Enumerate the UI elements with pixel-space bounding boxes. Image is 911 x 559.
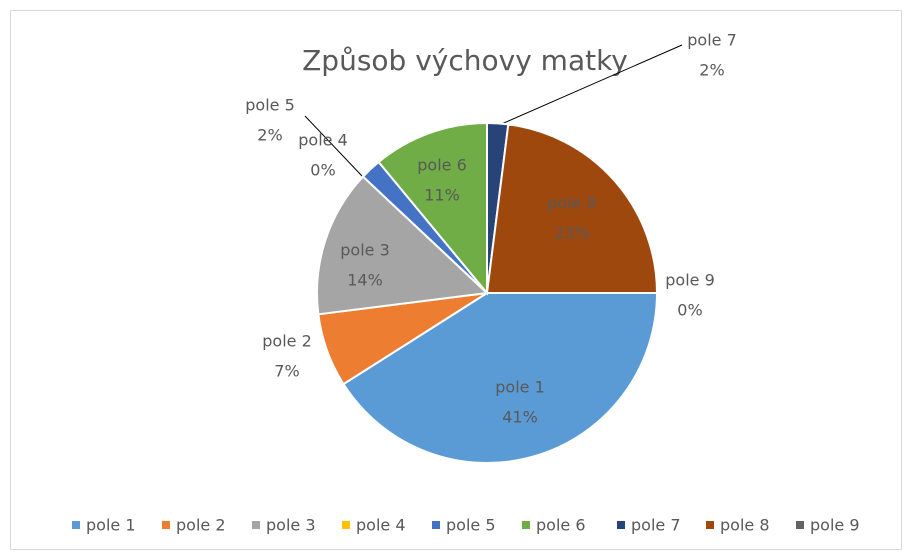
legend-swatch	[252, 521, 260, 529]
pie-slice	[316, 175, 490, 316]
data-label-value: 7%	[274, 362, 299, 381]
data-label-value: 2%	[257, 126, 282, 145]
leader-line	[304, 115, 363, 177]
data-label-name: pole 6	[417, 156, 467, 175]
data-label-value: 2%	[699, 61, 724, 80]
data-label-value: 41%	[502, 408, 538, 427]
legend-swatch	[342, 521, 350, 529]
legend-swatch	[162, 521, 170, 529]
legend-swatch	[72, 521, 80, 529]
data-label-name: pole 3	[340, 241, 390, 260]
pie-slice	[377, 121, 488, 296]
legend-label: pole 2	[176, 516, 226, 535]
legend-swatch	[522, 521, 530, 529]
data-label-value: 11%	[424, 186, 460, 205]
data-label-name: pole 4	[298, 131, 348, 150]
data-label-value: 0%	[310, 161, 335, 180]
legend-label: pole 3	[266, 516, 316, 535]
legend-label: pole 5	[446, 516, 496, 535]
data-label-name: pole 9	[665, 271, 715, 290]
data-label-name: pole 7	[687, 31, 737, 50]
chart-title: Způsob výchovy matky	[302, 44, 628, 77]
data-label-value: 23%	[554, 224, 590, 243]
data-label-value: 0%	[677, 301, 702, 320]
legend-swatch	[796, 521, 804, 529]
legend-swatch	[617, 521, 625, 529]
data-label-value: 14%	[347, 271, 383, 290]
data-label-name: pole 8	[547, 194, 597, 213]
data-label-name: pole 5	[245, 96, 295, 115]
pie-slice	[485, 123, 659, 294]
legend-label: pole 9	[810, 516, 860, 535]
leader-line	[496, 44, 683, 127]
legend-label: pole 7	[631, 516, 681, 535]
legend-swatch	[706, 521, 714, 529]
data-label-name: pole 2	[262, 332, 312, 351]
legend-label: pole 4	[356, 516, 406, 535]
legend-label: pole 8	[720, 516, 770, 535]
legend-swatch	[432, 521, 440, 529]
legend-label: pole 1	[86, 516, 136, 535]
legend-label: pole 6	[536, 516, 586, 535]
data-label-name: pole 1	[495, 378, 545, 397]
